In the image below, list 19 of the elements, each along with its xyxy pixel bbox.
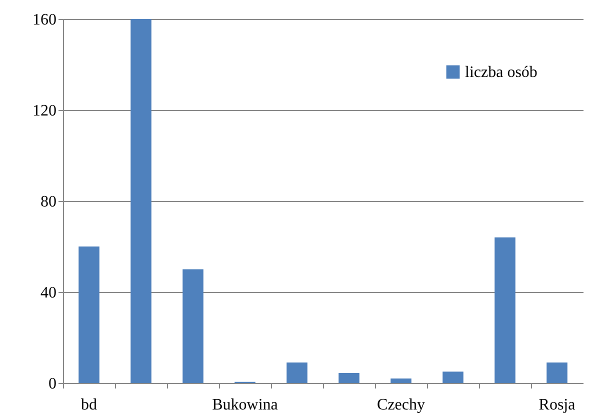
x-tick-label: Bukowina xyxy=(212,396,278,414)
y-tick-label: 120 xyxy=(32,102,56,120)
bar xyxy=(390,378,412,383)
bar xyxy=(494,237,516,383)
x-tick-label: Czechy xyxy=(377,396,425,414)
bar xyxy=(182,269,204,383)
x-tick-label: bd xyxy=(81,396,97,414)
y-tick-label: 40 xyxy=(40,284,56,302)
bar xyxy=(78,246,100,383)
x-tick-label: Rosja xyxy=(538,396,576,414)
bar xyxy=(442,372,464,383)
legend-label: liczba osób xyxy=(465,64,538,81)
y-tick-label: 0 xyxy=(48,376,56,392)
bar xyxy=(130,19,152,383)
y-tick-label: 160 xyxy=(32,12,56,28)
bar xyxy=(338,372,360,383)
bar xyxy=(546,362,568,383)
bar xyxy=(286,362,308,383)
y-tick-label: 80 xyxy=(40,194,56,210)
